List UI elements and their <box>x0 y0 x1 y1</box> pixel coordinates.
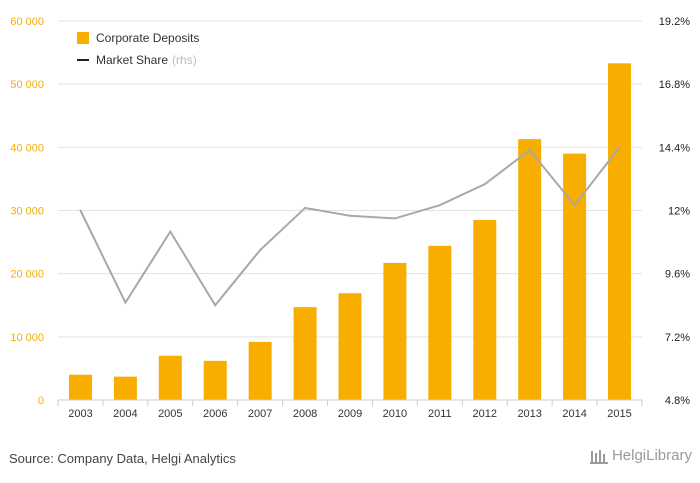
x-tick-label: 2010 <box>383 408 407 420</box>
market-share-point <box>573 204 576 207</box>
legend-line-suffix: (rhs) <box>172 53 197 67</box>
legend: Corporate Deposits Market Share (rhs) <box>77 27 199 71</box>
legend-bar-label: Corporate Deposits <box>96 31 200 45</box>
y-left-tick-label: 60 000 <box>10 16 44 28</box>
x-tick-label: 2011 <box>428 408 452 420</box>
x-tick-label: 2007 <box>248 408 272 420</box>
market-share-point <box>438 204 441 207</box>
market-share-point <box>79 209 82 212</box>
bar <box>113 376 137 400</box>
y-left-tick-label: 50 000 <box>10 79 44 91</box>
x-tick-label: 2015 <box>607 408 631 420</box>
y-left-tick-label: 20 000 <box>10 269 44 281</box>
bar <box>203 360 227 400</box>
x-tick-label: 2009 <box>338 408 362 420</box>
market-share-point <box>618 146 621 149</box>
bar <box>293 307 317 400</box>
x-tick-label: 2014 <box>562 408 586 420</box>
market-share-point <box>393 217 396 220</box>
bar <box>473 219 497 400</box>
helgi-library-logo: HelgiLibrary <box>589 447 692 464</box>
y-right-tick-label: 12% <box>668 206 690 218</box>
y-right-tick-label: 4.8% <box>665 395 690 407</box>
market-share-point <box>528 148 531 151</box>
x-tick-label: 2008 <box>293 408 317 420</box>
bar <box>608 63 632 401</box>
legend-item-market-share[interactable]: Market Share (rhs) <box>77 49 199 71</box>
logo-text: HelgiLibrary <box>611 447 692 464</box>
market-share-point <box>214 304 217 307</box>
y-right-tick-label: 9.6% <box>665 269 690 281</box>
bar <box>338 293 362 400</box>
x-tick-label: 2003 <box>68 408 92 420</box>
y-left-tick-label: 40 000 <box>10 142 44 154</box>
y-left-tick-label: 0 <box>38 395 44 407</box>
y-right-tick-label: 16.8% <box>659 79 690 91</box>
legend-line-label: Market Share <box>96 53 169 67</box>
x-tick-label: 2013 <box>517 408 541 420</box>
y-right-tick-label: 14.4% <box>659 142 690 154</box>
bar <box>518 139 542 400</box>
market-share-point <box>124 301 127 304</box>
x-tick-label: 2005 <box>158 408 182 420</box>
bar <box>158 355 182 400</box>
bar <box>383 262 407 400</box>
market-share-point <box>304 206 307 209</box>
legend-bar-swatch <box>77 32 89 44</box>
market-share-point <box>169 230 172 233</box>
y-right-tick-label: 19.2% <box>659 16 690 28</box>
market-share-point <box>483 183 486 186</box>
bar <box>248 341 272 400</box>
legend-item-corporate-deposits[interactable]: Corporate Deposits <box>77 27 199 49</box>
source-note: Source: Company Data, Helgi Analytics <box>9 451 236 466</box>
x-tick-label: 2012 <box>473 408 497 420</box>
x-tick-label: 2004 <box>113 408 137 420</box>
chart: 0 10 000 20 000 30 000 40 000 50 000 60 000 4.8… <box>10 16 690 420</box>
bar <box>563 153 587 400</box>
y-right-tick-label: 7.2% <box>665 332 690 344</box>
y-left-tick-label: 10 000 <box>10 332 44 344</box>
legend-line-swatch <box>77 59 89 61</box>
bar <box>68 374 92 400</box>
library-building-icon <box>589 449 608 464</box>
market-share-point <box>259 248 262 251</box>
bar <box>428 245 452 400</box>
x-tick-label: 2006 <box>203 408 227 420</box>
y-left-tick-label: 30 000 <box>10 206 44 218</box>
market-share-point <box>349 214 351 217</box>
